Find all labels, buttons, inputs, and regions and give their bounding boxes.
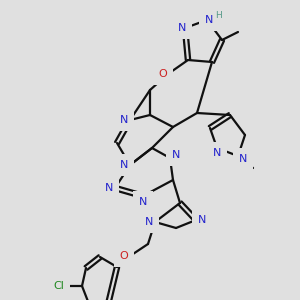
Text: Cl: Cl <box>54 281 64 291</box>
Text: N: N <box>105 183 113 193</box>
Text: N: N <box>239 154 247 164</box>
Text: N: N <box>198 215 206 225</box>
Text: N: N <box>145 217 153 227</box>
Text: N: N <box>120 115 128 125</box>
Text: N: N <box>172 150 180 160</box>
Text: N: N <box>139 197 147 207</box>
Text: N: N <box>120 160 128 170</box>
Text: N: N <box>213 148 221 158</box>
Text: O: O <box>159 69 167 79</box>
Text: O: O <box>120 251 128 261</box>
Text: H: H <box>214 11 221 20</box>
Text: N: N <box>205 15 213 25</box>
Text: N: N <box>178 23 186 33</box>
